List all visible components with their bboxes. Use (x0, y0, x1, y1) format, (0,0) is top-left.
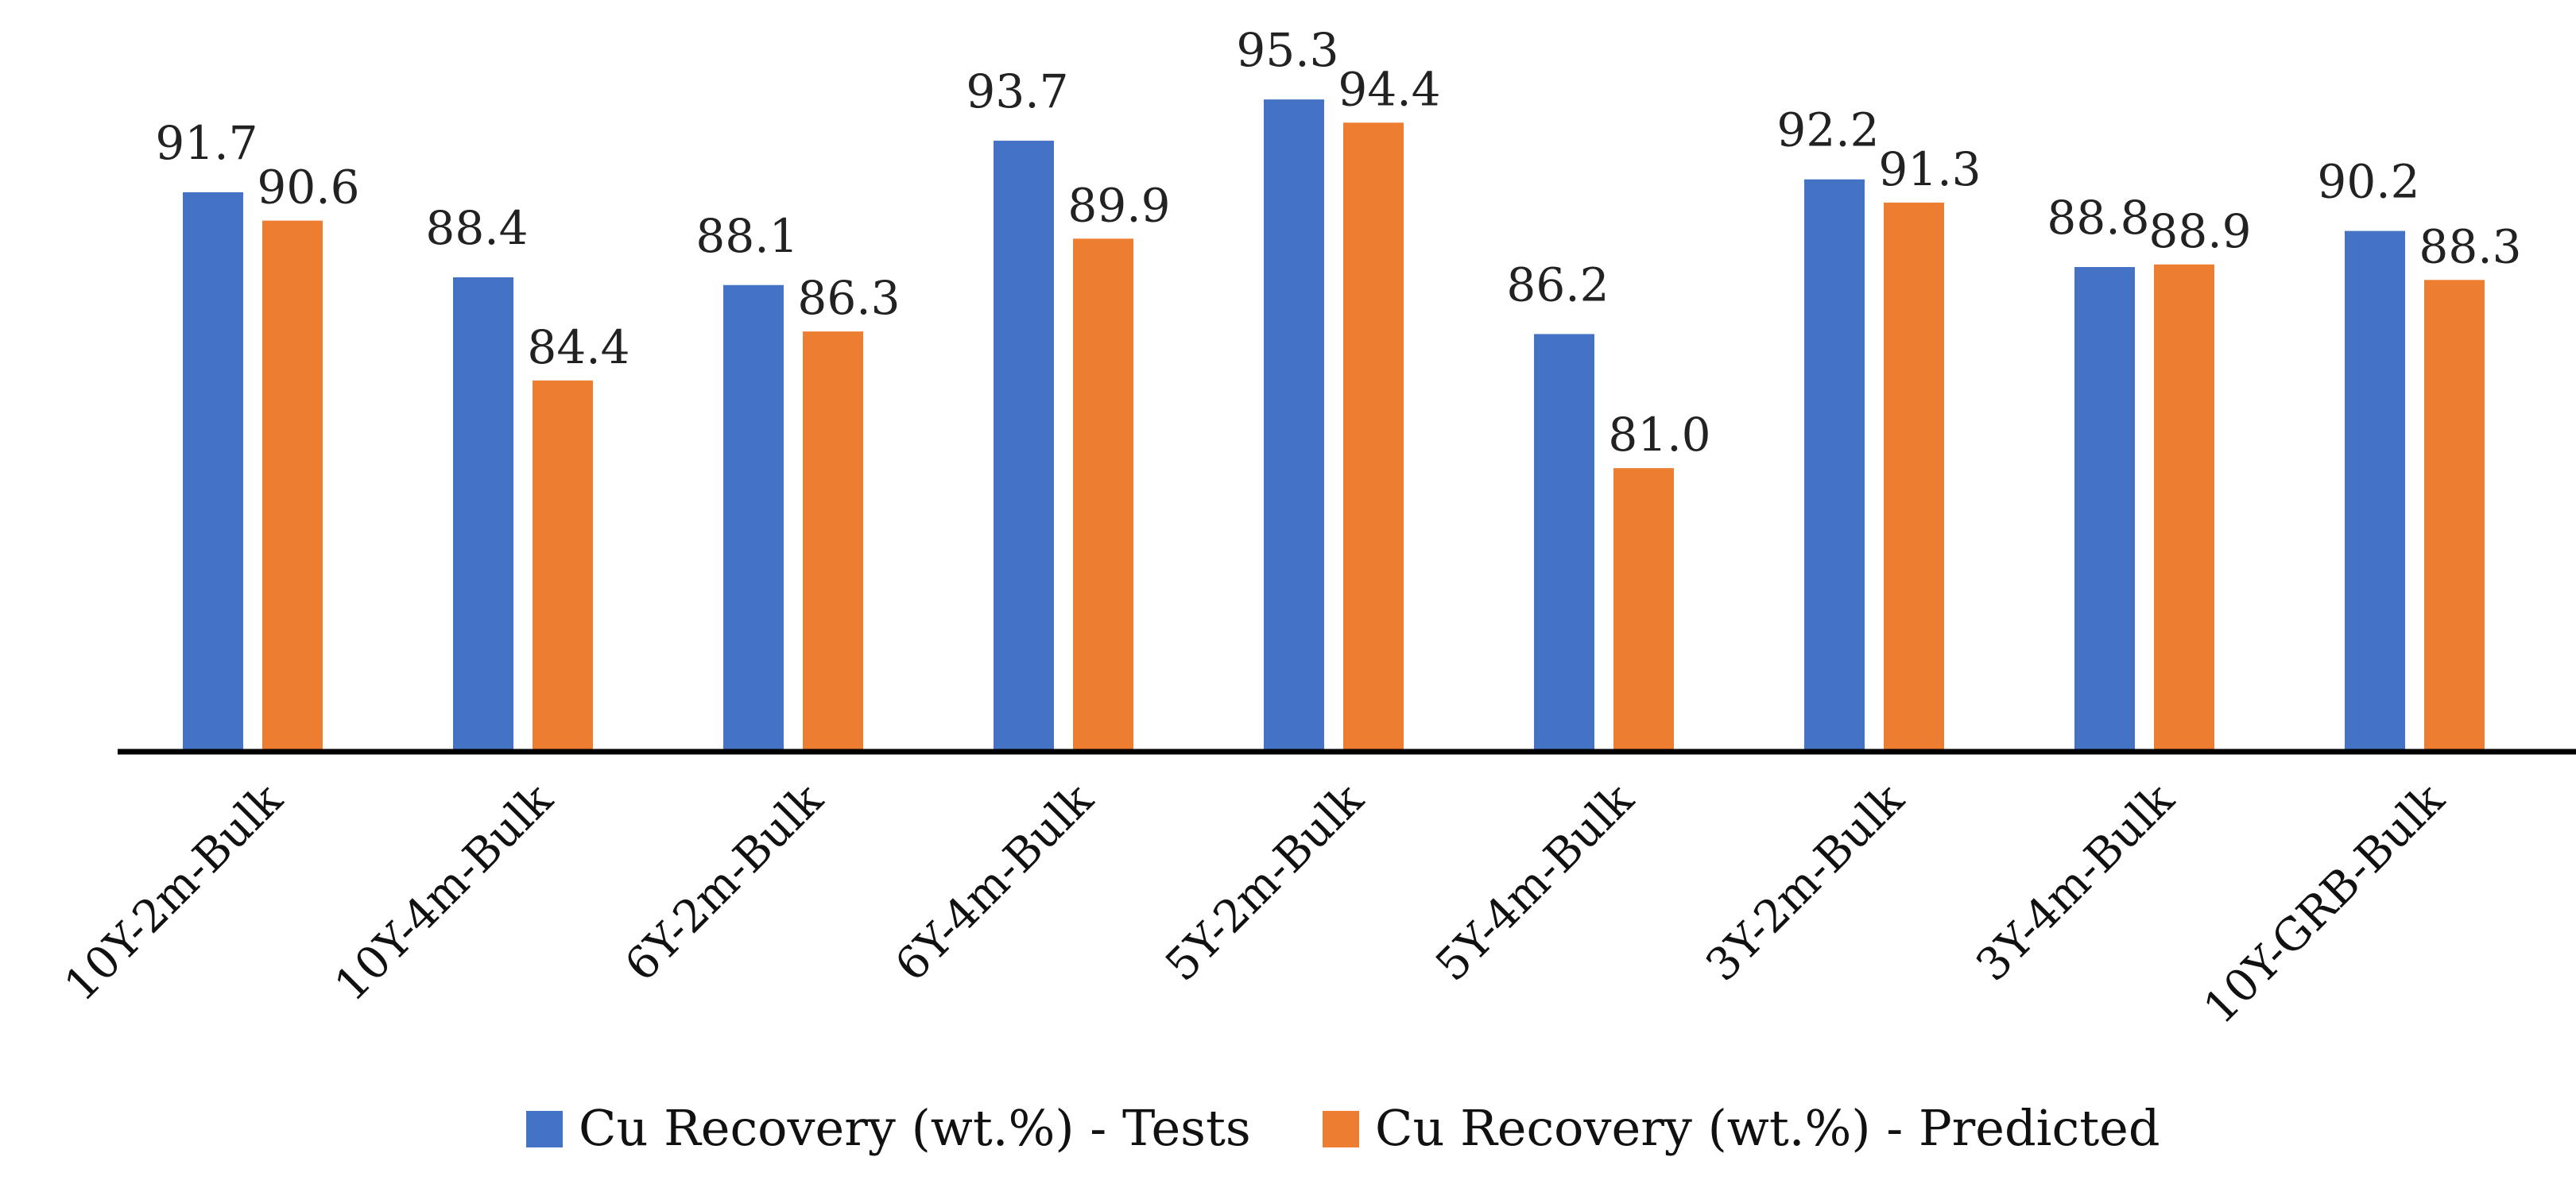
data-label-tests-8: 88.8 (2047, 191, 2149, 245)
data-label-tests-5: 95.3 (1236, 23, 1338, 77)
bar-predicted-3 (803, 331, 863, 753)
data-label-predicted-7: 91.3 (1878, 142, 1981, 196)
category-label-3: 6Y-2m-Bulk (615, 773, 833, 991)
data-label-tests-7: 92.2 (1776, 103, 1879, 157)
data-label-tests-6: 86.2 (1506, 257, 1609, 311)
category-label-1: 10Y-2m-Bulk (55, 773, 293, 1012)
category-labels-layer: 10Y-2m-Bulk 10Y-4m-Bulk 6Y-2m-Bulk 6Y-4m-Bu… (55, 773, 2455, 1034)
legend: Cu Recovery (wt.%) - Tests Cu Recovery (… (526, 1099, 2160, 1157)
data-label-predicted-6: 81.0 (1608, 408, 1710, 462)
data-label-predicted-5: 94.4 (1338, 62, 1440, 116)
category-label-8: 3Y-4m-Bulk (1966, 773, 2184, 991)
bars-layer (183, 99, 2485, 753)
bar-predicted-7 (1884, 202, 1944, 752)
bar-tests-7 (1804, 179, 1865, 752)
legend-label-predicted: Cu Recovery (wt.%) - Predicted (1375, 1099, 2160, 1157)
bar-tests-4 (994, 141, 1054, 753)
bar-predicted-1 (262, 220, 323, 753)
bar-tests-2 (453, 277, 513, 752)
bar-predicted-2 (533, 380, 593, 752)
data-label-predicted-4: 89.9 (1067, 178, 1170, 232)
data-label-tests-9: 90.2 (2317, 155, 2419, 209)
category-label-7: 3Y-2m-Bulk (1696, 773, 1914, 991)
bar-tests-1 (183, 192, 243, 752)
bar-tests-9 (2345, 230, 2405, 753)
category-label-4: 6Y-4m-Bulk (885, 773, 1103, 991)
data-label-tests-2: 88.4 (425, 201, 528, 255)
bar-predicted-8 (2154, 264, 2214, 752)
bar-predicted-4 (1073, 238, 1133, 752)
data-label-tests-4: 93.7 (966, 64, 1068, 118)
bar-predicted-6 (1613, 468, 1674, 752)
category-label-5: 5Y-2m-Bulk (1156, 773, 1373, 991)
data-labels-layer: 91.790.6 88.4 84.4 88.1 86.3 93.7 89.9 95.394.4… (155, 23, 2521, 462)
bar-tests-5 (1264, 99, 1324, 752)
category-label-9: 10Y-GRB-Bulk (2194, 773, 2454, 1034)
data-label-predicted-3: 86.3 (797, 271, 900, 325)
data-label-tests-3: 88.1 (695, 209, 798, 263)
legend-label-tests: Cu Recovery (wt.%) - Tests (579, 1099, 1251, 1157)
category-label-2: 10Y-4m-Bulk (325, 773, 564, 1012)
bar-predicted-9 (2424, 280, 2485, 752)
bar-tests-6 (1534, 334, 1594, 752)
category-label-6: 5Y-4m-Bulk (1426, 773, 1644, 991)
bar-predicted-5 (1343, 122, 1404, 752)
data-label-predicted-9: 88.3 (2419, 219, 2521, 273)
bar-tests-3 (723, 284, 784, 752)
data-label-predicted-8: 88.9 (2148, 204, 2251, 258)
legend-swatch-predicted (1323, 1111, 1359, 1147)
data-label-tests-1: 91.7 (155, 116, 258, 170)
data-label-predicted-2: 84.4 (527, 320, 629, 374)
data-label-predicted-1: 90.6 (257, 161, 359, 215)
bar-tests-8 (2074, 267, 2135, 752)
legend-swatch-tests (526, 1111, 563, 1147)
